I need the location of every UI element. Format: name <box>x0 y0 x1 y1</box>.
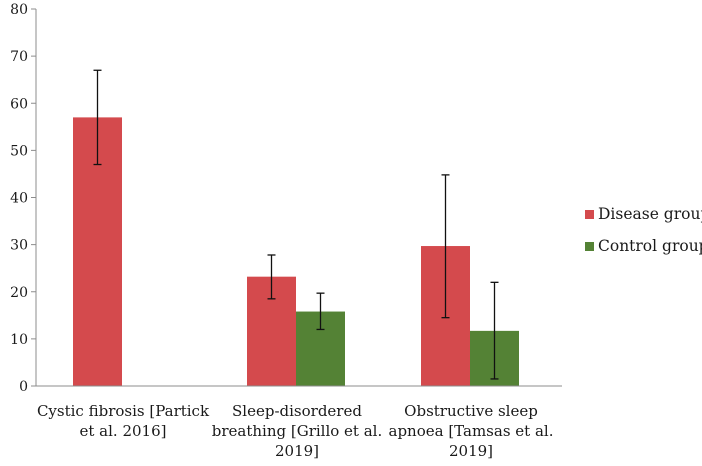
legend-label-2: Control group <box>598 237 702 255</box>
bars <box>73 117 519 386</box>
y-tick-label: 0 <box>19 379 28 395</box>
y-tick-label: 70 <box>10 49 28 65</box>
legend-swatch-1 <box>585 210 594 219</box>
y-tick-label: 80 <box>10 2 28 18</box>
legend-label-1: Disease group <box>598 205 702 223</box>
y-axis: 0 10 20 30 40 50 60 70 80 <box>10 2 37 395</box>
x-category-label: Cystic fibrosis [Partick et al. 2016] <box>37 402 210 440</box>
error-bars <box>93 69 499 380</box>
x-axis: Cystic fibrosis [Partick et al. 2016]Slee… <box>36 385 562 460</box>
y-tick-label: 20 <box>10 285 28 301</box>
legend-swatch-2 <box>585 242 594 251</box>
y-tick-label: 40 <box>10 191 28 207</box>
legend: Disease group Control group <box>585 205 702 255</box>
y-tick-label: 60 <box>10 96 28 112</box>
y-tick-label: 10 <box>10 332 28 348</box>
x-category-label: Obstructive sleep apnoea [Tamsas et al. 20… <box>389 402 554 460</box>
y-tick-label: 50 <box>10 143 28 159</box>
x-category-label: Sleep-disordered breathing [Grillo et al.… <box>212 402 383 460</box>
y-tick-label: 30 <box>10 238 28 254</box>
